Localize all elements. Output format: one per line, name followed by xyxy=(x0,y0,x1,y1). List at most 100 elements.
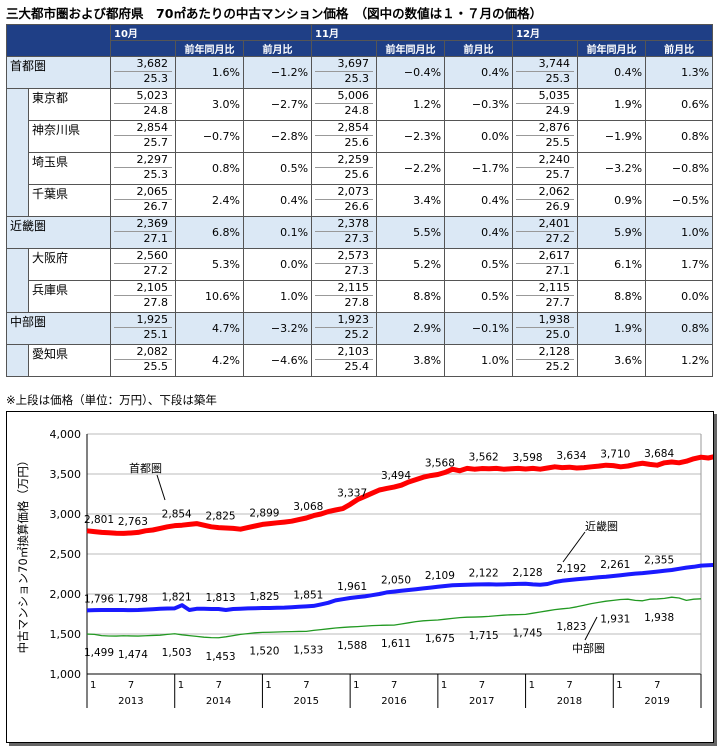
data-label: 2,128 xyxy=(513,567,543,579)
region-name: 首都圏 xyxy=(6,56,111,89)
price-value: 2,240 xyxy=(538,153,571,166)
mom-change-cell: 1.2% xyxy=(645,344,714,377)
data-label: 1,533 xyxy=(293,644,323,656)
data-label: 3,494 xyxy=(381,470,411,482)
price-cell: 2,103 25.4 xyxy=(311,344,378,377)
data-label: 1,675 xyxy=(425,633,455,645)
building-age-value: 27.2 xyxy=(114,263,172,278)
x-month-tick-label: 7 xyxy=(391,680,397,691)
price-cell: 2,573 27.3 xyxy=(311,248,378,281)
price-value: 2,082 xyxy=(136,345,169,358)
data-label: 1,851 xyxy=(293,589,323,601)
data-label: 3,068 xyxy=(293,501,323,513)
month-header: 11月 xyxy=(311,24,514,41)
region-name: 中部圏 xyxy=(6,312,111,345)
data-label: 2,355 xyxy=(644,555,674,567)
price-value: 2,401 xyxy=(538,217,571,230)
price-cell: 5,006 24.8 xyxy=(311,88,378,121)
yoy-change-cell: 3.6% xyxy=(577,344,647,377)
table-row: 兵庫県 2,105 27.8 10.6% 1.0% 2,115 27.8 8.8% 0.5% 2,… xyxy=(7,280,714,313)
price-cell: 2,065 26.7 xyxy=(110,184,176,217)
y-tick-label: 1,000 xyxy=(50,668,82,681)
data-label: 3,337 xyxy=(337,487,367,499)
leader-line xyxy=(584,616,598,641)
building-age-value: 24.8 xyxy=(315,103,374,118)
yoy-change-cell: 1.2% xyxy=(376,88,446,121)
data-label: 2,050 xyxy=(381,575,411,587)
table-row: 大阪府 2,560 27.2 5.3% 0.0% 2,573 27.3 5.2% 0.5% 2,6… xyxy=(6,248,714,313)
price-value: 2,617 xyxy=(538,249,571,262)
indent-cell xyxy=(6,344,29,377)
mom-change-cell: 1.0% xyxy=(444,344,514,377)
data-label: 1,611 xyxy=(381,638,411,650)
price-value: 5,023 xyxy=(136,89,169,102)
x-month-tick-label: 1 xyxy=(441,680,447,691)
building-age-value: 25.0 xyxy=(516,327,575,342)
price-value: 2,062 xyxy=(538,185,571,198)
mom-change-cell: 1.0% xyxy=(242,280,313,313)
yoy-change-cell: 10.6% xyxy=(175,280,244,313)
data-label: 2,854 xyxy=(162,509,192,521)
mom-change-cell: 0.0% xyxy=(645,280,714,313)
data-label: 1,823 xyxy=(556,621,586,633)
price-value: 3,682 xyxy=(136,57,169,70)
price-cell: 2,128 25.2 xyxy=(512,344,579,377)
yoy-change-cell: −2.2% xyxy=(376,152,446,185)
x-month-tick-label: 7 xyxy=(479,680,485,691)
data-label: 1,499 xyxy=(84,647,114,659)
price-cell: 1,938 25.0 xyxy=(512,312,579,345)
price-value: 2,573 xyxy=(337,249,370,262)
yoy-change-cell: 5.5% xyxy=(376,216,446,249)
price-value: 2,103 xyxy=(337,345,370,358)
y-tick-label: 4,000 xyxy=(50,428,82,441)
mom-change-cell: 0.8% xyxy=(645,120,714,153)
mom-change-cell: −2.8% xyxy=(242,120,313,153)
yoy-change-cell: 8.8% xyxy=(577,280,647,313)
data-label: 1,715 xyxy=(469,630,499,642)
price-cell: 2,240 25.7 xyxy=(512,152,579,185)
data-label: 1,453 xyxy=(206,651,236,663)
prefecture-name: 大阪府 xyxy=(28,248,111,281)
yoy-change-cell: 3.0% xyxy=(175,88,244,121)
corner-header xyxy=(6,24,111,57)
price-cell: 2,115 27.8 xyxy=(311,280,378,313)
price-cell: 2,073 26.6 xyxy=(311,184,378,217)
price-value: 1,938 xyxy=(538,313,571,326)
prefecture-name: 埼玉県 xyxy=(28,152,111,185)
price-value: 2,259 xyxy=(337,153,370,166)
building-age-value: 27.7 xyxy=(516,295,575,310)
mom-change-cell: 1.7% xyxy=(645,248,714,281)
data-label: 1,961 xyxy=(337,581,367,593)
building-age-value: 27.3 xyxy=(315,263,374,278)
mom-change-cell: 0.8% xyxy=(645,312,714,345)
prefecture-name: 千葉県 xyxy=(28,184,111,217)
x-month-tick-label: 1 xyxy=(353,680,359,691)
yoy-change-cell: 6.1% xyxy=(577,248,647,281)
data-label: 1,813 xyxy=(206,592,236,604)
table-row: 中部圏 1,925 25.1 4.7% −3.2% 1,923 25.2 2.9% −0.1% 1… xyxy=(6,312,714,345)
x-year-label: 2015 xyxy=(294,696,319,707)
price-cell: 2,560 27.2 xyxy=(110,248,176,281)
month-header: 10月 xyxy=(109,24,313,41)
price-value: 2,560 xyxy=(136,249,169,262)
prefecture-name: 神奈川県 xyxy=(28,120,111,153)
building-age-value: 26.9 xyxy=(516,199,575,214)
mom-change-cell: −3.2% xyxy=(242,312,313,345)
x-month-tick-label: 7 xyxy=(216,680,222,691)
y-tick-label: 3,500 xyxy=(50,468,82,481)
building-age-value: 24.8 xyxy=(114,103,172,118)
price-value: 3,697 xyxy=(337,57,370,70)
line-chart: 1,000 1,500 2,000 2,500 3,000 3,500 4,000 1 7 201… xyxy=(16,428,719,708)
price-value: 2,073 xyxy=(337,185,370,198)
x-month-tick-label: 7 xyxy=(128,680,134,691)
chart-container: 1,000 1,500 2,000 2,500 3,000 3,500 4,000 1 7 201… xyxy=(6,411,719,743)
price-value: 1,923 xyxy=(337,313,370,326)
yoy-change-cell: −3.2% xyxy=(577,152,647,185)
building-age-value: 25.3 xyxy=(315,71,374,86)
data-label: 1,938 xyxy=(644,612,674,624)
building-age-value: 25.6 xyxy=(315,135,374,150)
price-value: 2,128 xyxy=(538,345,571,358)
price-value: 2,854 xyxy=(337,121,370,134)
building-age-value: 25.2 xyxy=(516,359,575,374)
x-month-tick-label: 1 xyxy=(265,680,271,691)
